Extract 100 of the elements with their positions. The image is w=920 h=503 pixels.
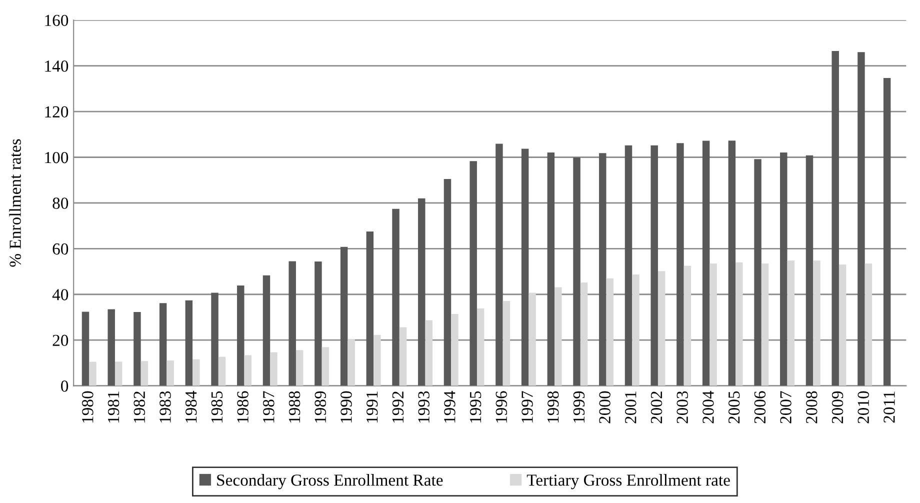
x-tick-label: 2003 [676, 391, 688, 424]
bar [780, 152, 788, 386]
bar [813, 260, 820, 386]
bar [864, 264, 872, 386]
bar [838, 264, 846, 386]
bar [392, 208, 400, 386]
y-tick-label: 0 [61, 380, 68, 392]
y-tick-label: 40 [52, 289, 68, 300]
bar [606, 278, 614, 386]
x-tick-label: 1993 [418, 391, 430, 423]
legend-label: Tertiary Gross Enrollment rate [526, 474, 730, 490]
bar [262, 275, 270, 386]
bar [185, 300, 193, 386]
x-tick-label: 1987 [263, 391, 274, 423]
bar [237, 285, 244, 386]
bar [632, 274, 640, 386]
bar [140, 361, 148, 386]
bar [451, 314, 458, 386]
bar [192, 359, 200, 386]
x-tick-label: 1983 [160, 391, 171, 423]
x-tick-label: 2000 [599, 391, 610, 424]
bar [883, 78, 891, 386]
bar [470, 161, 477, 386]
bar [399, 327, 407, 386]
x-tick-label: 1992 [392, 392, 404, 423]
y-tick-label: 80 [52, 198, 68, 209]
x-tick-label: 2010 [858, 391, 869, 424]
x-tick-label: 1995 [470, 391, 482, 423]
bar [496, 144, 503, 386]
bar [710, 264, 717, 386]
bar [754, 159, 762, 386]
x-tick-label: 1984 [185, 390, 197, 423]
x-tick-label: 2002 [650, 392, 662, 424]
x-tick-label: 1999 [573, 391, 585, 423]
bar [832, 50, 839, 386]
bar [348, 339, 355, 386]
x-tick-label: 1982 [134, 392, 145, 423]
bar [599, 153, 606, 386]
bar [211, 292, 218, 386]
bar [761, 264, 769, 386]
bar [624, 145, 632, 386]
x-tick-label: 1998 [547, 391, 559, 423]
bar [244, 355, 252, 386]
x-tick-label: 1985 [211, 391, 223, 423]
bar [270, 352, 278, 386]
x-tick-label: 1981 [108, 392, 120, 423]
y-tick-label: 20 [52, 334, 68, 346]
y-tick-label: 120 [45, 106, 68, 118]
y-tick-label: 140 [45, 60, 68, 72]
bar [166, 360, 174, 386]
bar [296, 350, 304, 386]
bar [108, 309, 115, 386]
bar [736, 262, 743, 386]
x-tick-label: 1986 [237, 391, 248, 423]
bar [476, 308, 484, 386]
y-tick-label: 100 [45, 152, 68, 164]
bar [676, 143, 684, 386]
bar [218, 356, 226, 386]
bar [502, 301, 510, 386]
x-tick-label: 2005 [728, 391, 740, 424]
bar [521, 148, 529, 386]
bar [134, 312, 141, 386]
bar [787, 260, 794, 386]
x-tick-label: 1980 [82, 391, 94, 423]
bar [340, 246, 348, 386]
bar [418, 198, 426, 386]
bar [554, 287, 562, 386]
bar [322, 347, 330, 386]
y-tick-label: 160 [45, 14, 68, 26]
bar [366, 232, 374, 386]
x-tick-label: 2004 [702, 390, 714, 424]
bar [684, 266, 692, 386]
x-tick-label: 2008 [806, 391, 818, 424]
x-tick-label: 2009 [832, 391, 844, 424]
x-tick-label: 1989 [314, 391, 326, 423]
bar [425, 320, 432, 386]
bar [547, 152, 555, 386]
y-axis-title: % Enrollment rates [9, 139, 21, 267]
bar [858, 52, 865, 386]
legend-label: Secondary Gross Enrollment Rate [217, 474, 443, 490]
bar [658, 271, 666, 386]
bar [288, 261, 296, 386]
bar [728, 140, 736, 386]
bar [374, 334, 381, 386]
bar [573, 157, 580, 386]
x-tick-label: 1994 [444, 390, 456, 423]
bar [314, 261, 322, 386]
x-tick-label: 2001 [625, 392, 636, 424]
x-tick-label: 2007 [780, 391, 792, 424]
bar [806, 155, 814, 386]
x-tick-label: 1997 [522, 391, 533, 423]
x-tick-label: 1991 [366, 392, 378, 423]
bar [114, 362, 122, 386]
bar [159, 303, 167, 386]
x-tick-label: 2006 [754, 391, 766, 424]
x-tick-label: 1990 [340, 391, 352, 423]
bar [444, 178, 452, 386]
bar [528, 292, 536, 386]
x-tick-label: 2011 [884, 392, 895, 423]
bar [650, 145, 658, 386]
